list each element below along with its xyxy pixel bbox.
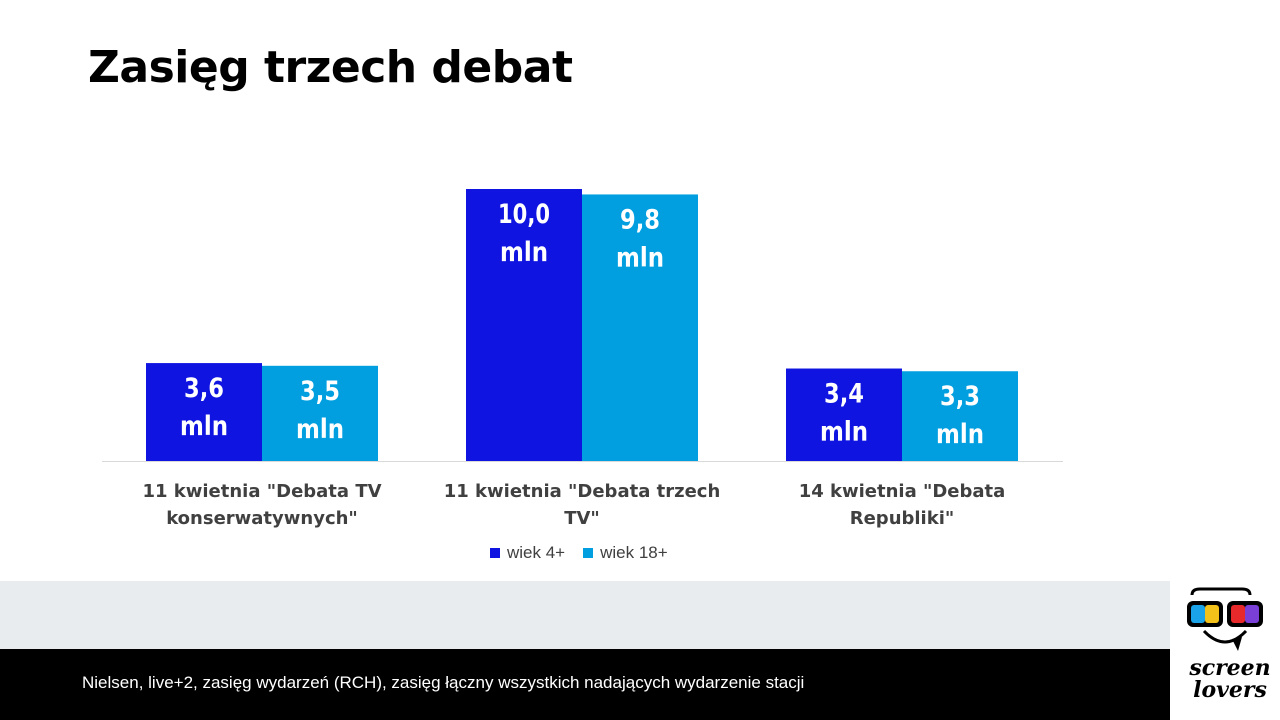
page-title: Zasięg trzech debat xyxy=(88,42,573,93)
bar-unit-label: mln xyxy=(820,417,868,448)
bar-unit-label: mln xyxy=(180,411,228,442)
category-label-2: 11 kwietnia "Debata trzech TV" xyxy=(443,481,721,529)
screen-lovers-logo: screen lovers xyxy=(1170,581,1280,720)
bar-unit-label: mln xyxy=(500,237,548,268)
bar-unit-label: mln xyxy=(936,419,984,450)
legend-label-series-2: wiek 18+ xyxy=(600,543,668,562)
bar-series-1-category-3 xyxy=(786,368,902,461)
bar-value-label: 3,3 xyxy=(940,381,980,412)
bar-value-label: 10,0 xyxy=(498,199,550,230)
bar-series-1-category-2 xyxy=(466,189,582,461)
legend-swatch-series-1 xyxy=(490,548,500,558)
bar-series-2-category-2 xyxy=(582,194,698,461)
chart-legend: wiek 4+ wiek 18+ xyxy=(490,543,678,563)
footer-bar: Nielsen, live+2, zasięg wydarzeń (RCH), … xyxy=(0,649,1170,720)
category-label-3: 14 kwietnia "Debata Republiki" xyxy=(798,481,1006,529)
legend-item-series-2: wiek 18+ xyxy=(583,543,668,563)
bar-series-1-category-1 xyxy=(146,363,262,461)
bar-series-2-category-1 xyxy=(262,365,378,461)
bar-value-label: 3,5 xyxy=(300,376,340,407)
bar-value-label: 3,6 xyxy=(184,373,224,404)
bar-value-label: 3,4 xyxy=(824,379,864,410)
bar-chart: 3,6 mln 3,5 mln 10,0 mln 9,8 mln 3,4 mln 3,3 mln xyxy=(102,189,1063,462)
bar-series-2-category-3 xyxy=(902,371,1018,461)
logo-line-1: screen xyxy=(1189,655,1271,681)
legend-label-series-1: wiek 4+ xyxy=(507,543,566,562)
gray-band xyxy=(0,581,1170,649)
glasses-icon xyxy=(1187,587,1263,651)
bar-unit-label: mln xyxy=(616,242,664,273)
logo-wordmark: screen lovers xyxy=(1180,657,1280,701)
legend-item-series-1: wiek 4+ xyxy=(490,543,565,563)
source-note: Nielsen, live+2, zasięg wydarzeń (RCH), … xyxy=(82,673,805,692)
bar-value-label: 9,8 xyxy=(620,204,660,235)
bar-unit-label: mln xyxy=(296,414,344,445)
category-label-1: 11 kwietnia "Debata TV konserwatywnych" xyxy=(142,481,382,529)
logo-line-2: lovers xyxy=(1193,677,1267,703)
legend-swatch-series-2 xyxy=(583,548,594,558)
